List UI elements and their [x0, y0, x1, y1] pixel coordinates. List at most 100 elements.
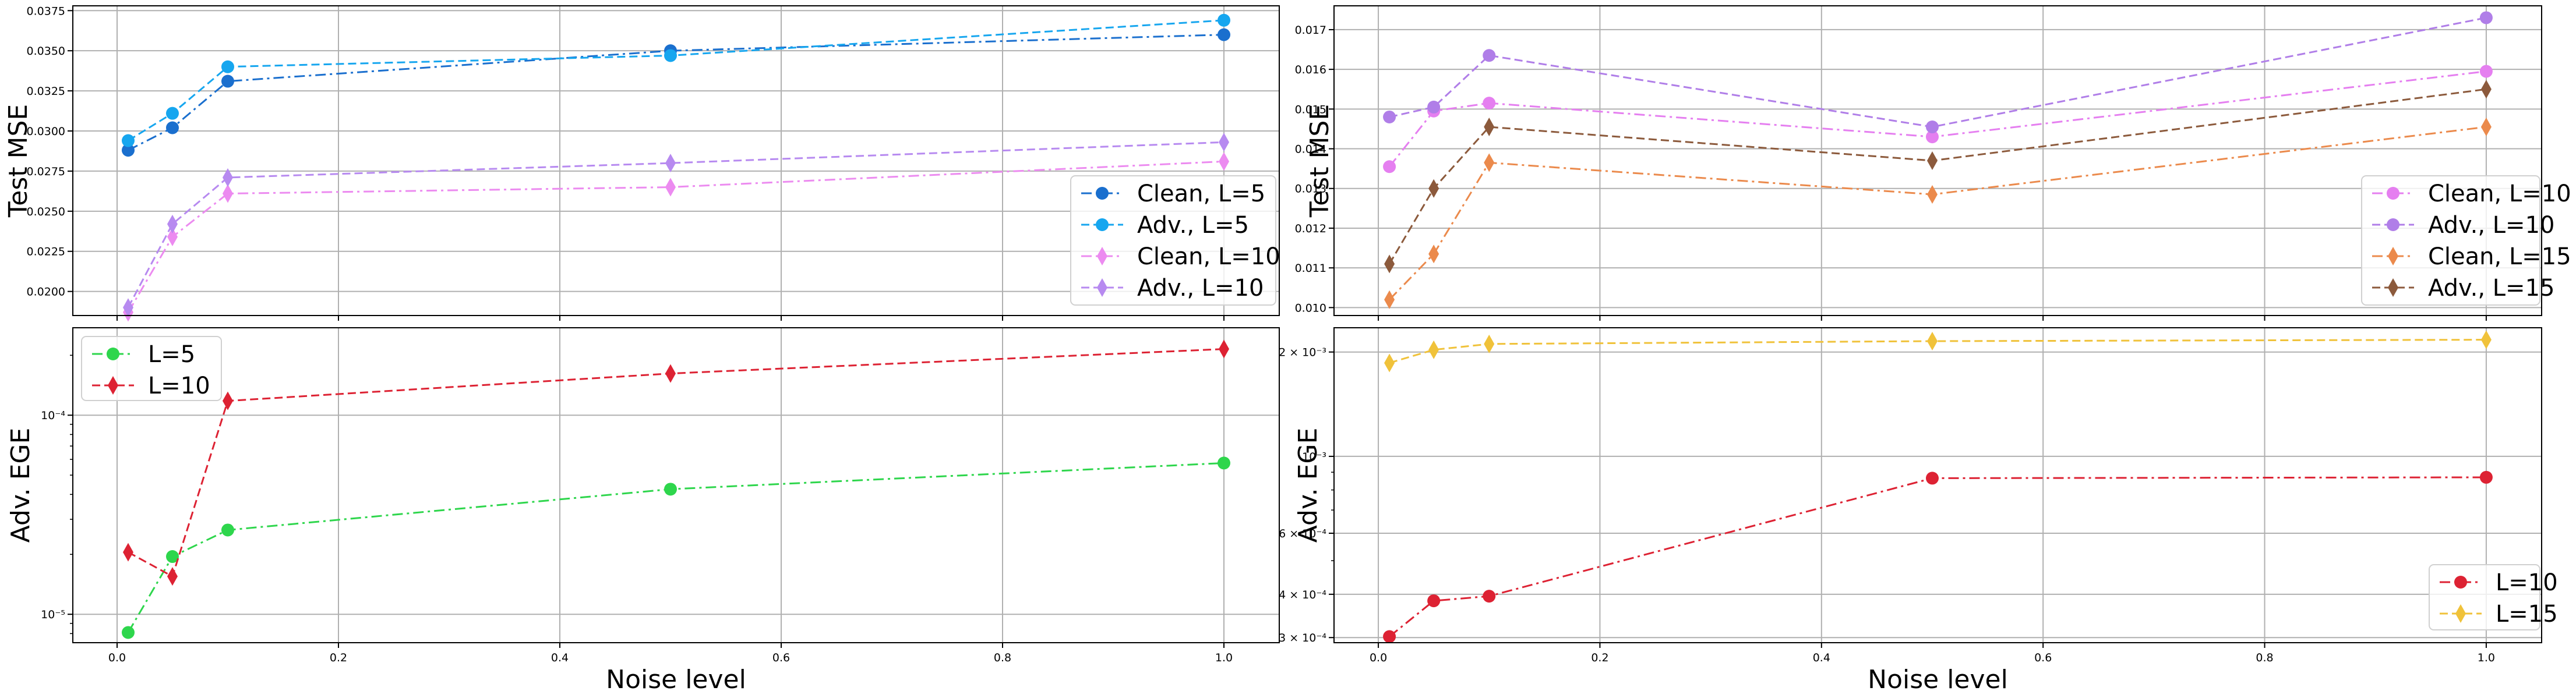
legend: L=10 L=15 — [2429, 564, 2558, 630]
legend-marker — [2387, 187, 2399, 200]
data-point — [1484, 334, 1495, 353]
series-adv-l-15 — [1384, 80, 2492, 274]
legend-label: Adv., L=10 — [2428, 212, 2554, 239]
data-point — [1484, 118, 1495, 137]
legend-label: Clean, L=10 — [1137, 243, 1280, 270]
data-point — [1926, 151, 1938, 170]
series-clean-l-10 — [1383, 65, 2493, 173]
series-line — [1388, 88, 2487, 265]
data-point — [1384, 290, 1395, 309]
y-tick-label: 0.010 — [1295, 302, 1326, 314]
data-point — [1925, 121, 1939, 134]
legend-marker — [2388, 278, 2398, 297]
legend-marker — [1097, 247, 1107, 265]
x-tick-label: 0.4 — [1813, 651, 1830, 664]
y-tick-label: 6 × 10⁻⁴ — [1279, 527, 1326, 540]
legend: L=5 L=10 — [81, 336, 222, 401]
chart-br: 0.0 0.2 0.4 0.6 0.8 1.0 3 × 10⁻⁴ 4 × 10⁻⁴ 6 × 10… — [1279, 327, 2558, 691]
data-point — [664, 483, 677, 496]
legend-label: L=5 — [148, 341, 195, 368]
y-tick-label: 4 × 10⁻⁴ — [1279, 589, 1326, 601]
data-point — [665, 178, 676, 197]
legend-marker — [2388, 247, 2398, 265]
y-tick-label: 3 × 10⁻⁴ — [1279, 632, 1326, 644]
data-point — [1219, 152, 1229, 171]
y-tick-label: 0.012 — [1295, 222, 1326, 235]
data-point — [167, 227, 178, 246]
series-adv-l-10 — [123, 133, 1229, 317]
chart-bl: 0.0 0.2 0.4 0.6 0.8 1.0 10⁻⁵ 10⁻⁴ Adv. EGE Noise … — [6, 327, 1280, 691]
data-point — [167, 567, 178, 586]
data-point — [665, 154, 676, 173]
data-point — [1484, 153, 1495, 172]
legend-label: Adv., L=15 — [2428, 275, 2554, 302]
legend: Clean, L=10 Adv., L=10 Clean, L=15 Adv., L=… — [2361, 175, 2571, 306]
y-tick-label: 0.0350 — [27, 45, 65, 58]
data-point — [123, 298, 133, 317]
data-point — [122, 626, 135, 639]
data-point — [221, 523, 234, 537]
series-line — [128, 19, 1225, 141]
data-point — [1384, 254, 1395, 274]
series-clean-l-5 — [122, 28, 1230, 157]
x-tick-label: 0.2 — [1591, 651, 1608, 664]
data-point — [1483, 590, 1496, 603]
y-axis-label: Adv. EGE — [1293, 428, 1323, 543]
legend: Clean, L=5 Adv., L=5 Clean, L=10 Adv., L=10 — [1070, 175, 1280, 306]
data-point — [1483, 97, 1496, 110]
y-tick-label: 0.011 — [1295, 262, 1326, 275]
legend-label: L=15 — [2496, 601, 2558, 628]
legend-label: L=10 — [148, 373, 210, 399]
legend-label: Adv., L=5 — [1137, 212, 1249, 239]
data-point — [1483, 49, 1496, 62]
y-tick-label: 0.0300 — [27, 125, 65, 138]
y-tick-label: 0.0200 — [27, 286, 65, 299]
legend-marker — [1096, 187, 1109, 200]
plot-frame — [1333, 5, 2542, 316]
data-point — [2479, 65, 2493, 78]
legend-marker — [1096, 218, 1109, 231]
x-tick-label: 0.0 — [1370, 651, 1387, 664]
data-point — [1427, 100, 1441, 114]
data-point — [2479, 11, 2493, 24]
data-point — [221, 75, 234, 88]
data-point — [166, 550, 179, 564]
series-adv-l-5 — [122, 13, 1230, 147]
legend-label: Clean, L=15 — [2428, 243, 2571, 270]
data-point — [1218, 28, 1230, 41]
data-point — [223, 168, 233, 187]
data-point — [1383, 160, 1396, 173]
data-point — [1218, 456, 1230, 470]
data-point — [1384, 353, 1395, 373]
series-adv-l-10 — [1383, 11, 2493, 134]
x-tick-label: 0.6 — [772, 651, 790, 664]
x-tick-label: 1.0 — [1215, 651, 1233, 664]
y-tick-label: 0.0325 — [27, 85, 65, 98]
y-tick-label: 10⁻³ — [1302, 451, 1326, 463]
y-tick-label: 0.016 — [1295, 63, 1326, 76]
data-point — [221, 60, 234, 73]
y-tick-label: 0.013 — [1295, 183, 1326, 196]
data-point — [665, 364, 676, 383]
x-tick-label: 1.0 — [2478, 651, 2495, 664]
legend-marker — [1097, 278, 1107, 297]
data-point — [1926, 185, 1938, 204]
data-point — [223, 391, 233, 410]
series-line — [1389, 16, 2487, 128]
data-point — [664, 49, 677, 62]
data-point — [1428, 179, 1439, 198]
data-point — [122, 134, 135, 147]
chart-tl: 0.0200 0.0225 0.0250 0.0275 0.0300 0.0325 0.03… — [3, 5, 1280, 322]
x-tick-label: 0.8 — [994, 651, 1011, 664]
x-tick-label: 0.2 — [330, 651, 347, 664]
data-point — [2479, 470, 2493, 484]
series-line — [1388, 70, 2487, 168]
series-clean-l-10 — [123, 152, 1229, 322]
series-line — [1389, 476, 2486, 637]
series-line — [127, 160, 1225, 313]
y-tick-label: 10⁻⁴ — [41, 409, 65, 422]
series-line — [128, 34, 1225, 151]
series-l-5 — [122, 456, 1230, 639]
series-line — [128, 348, 1225, 578]
data-point — [167, 214, 178, 233]
